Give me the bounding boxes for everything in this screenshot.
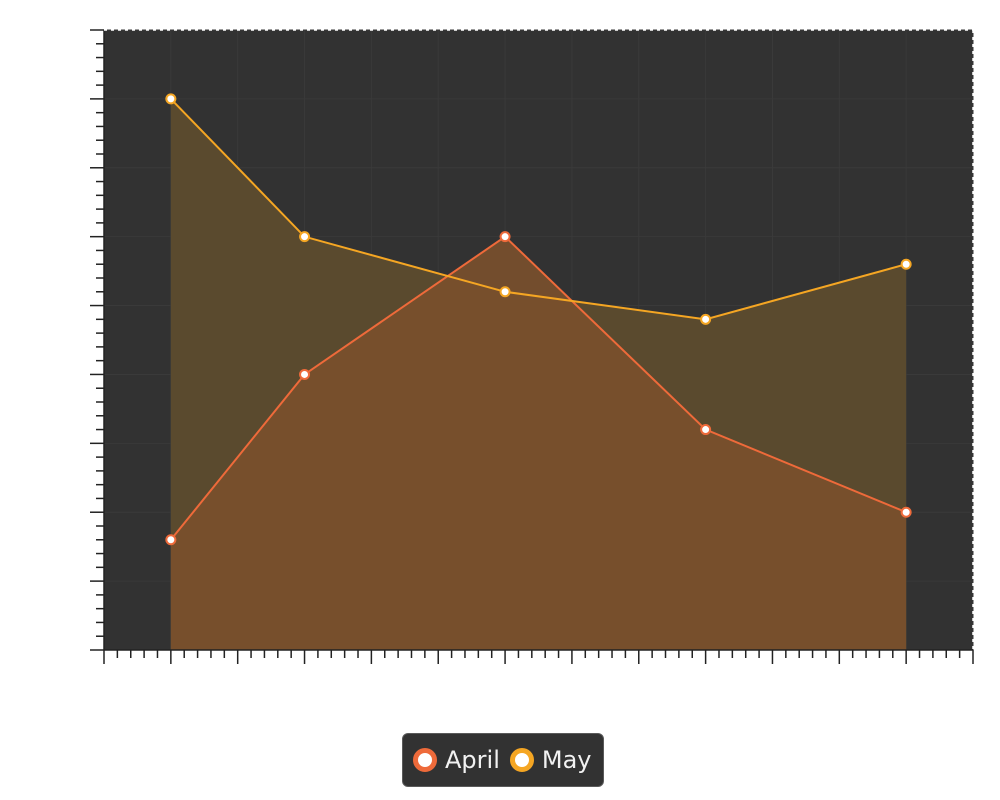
data-points — [165, 93, 912, 546]
legend-item-may[interactable]: May — [509, 746, 592, 774]
data-point-april — [499, 231, 511, 243]
data-point-april — [900, 506, 912, 518]
data-point-april — [165, 534, 177, 546]
legend: April May — [402, 733, 605, 787]
data-point-may — [900, 258, 912, 270]
data-point-april — [299, 368, 311, 380]
legend-marker-icon — [413, 748, 437, 772]
data-point-may — [499, 286, 511, 298]
legend-item-april[interactable]: April — [413, 746, 500, 774]
data-point-may — [299, 231, 311, 243]
legend-label: April — [445, 746, 500, 774]
data-point-may — [165, 93, 177, 105]
axes — [90, 29, 974, 664]
data-point-may — [700, 313, 712, 325]
legend-label: May — [541, 746, 592, 774]
data-point-april — [700, 424, 712, 436]
legend-marker-icon — [509, 748, 534, 772]
